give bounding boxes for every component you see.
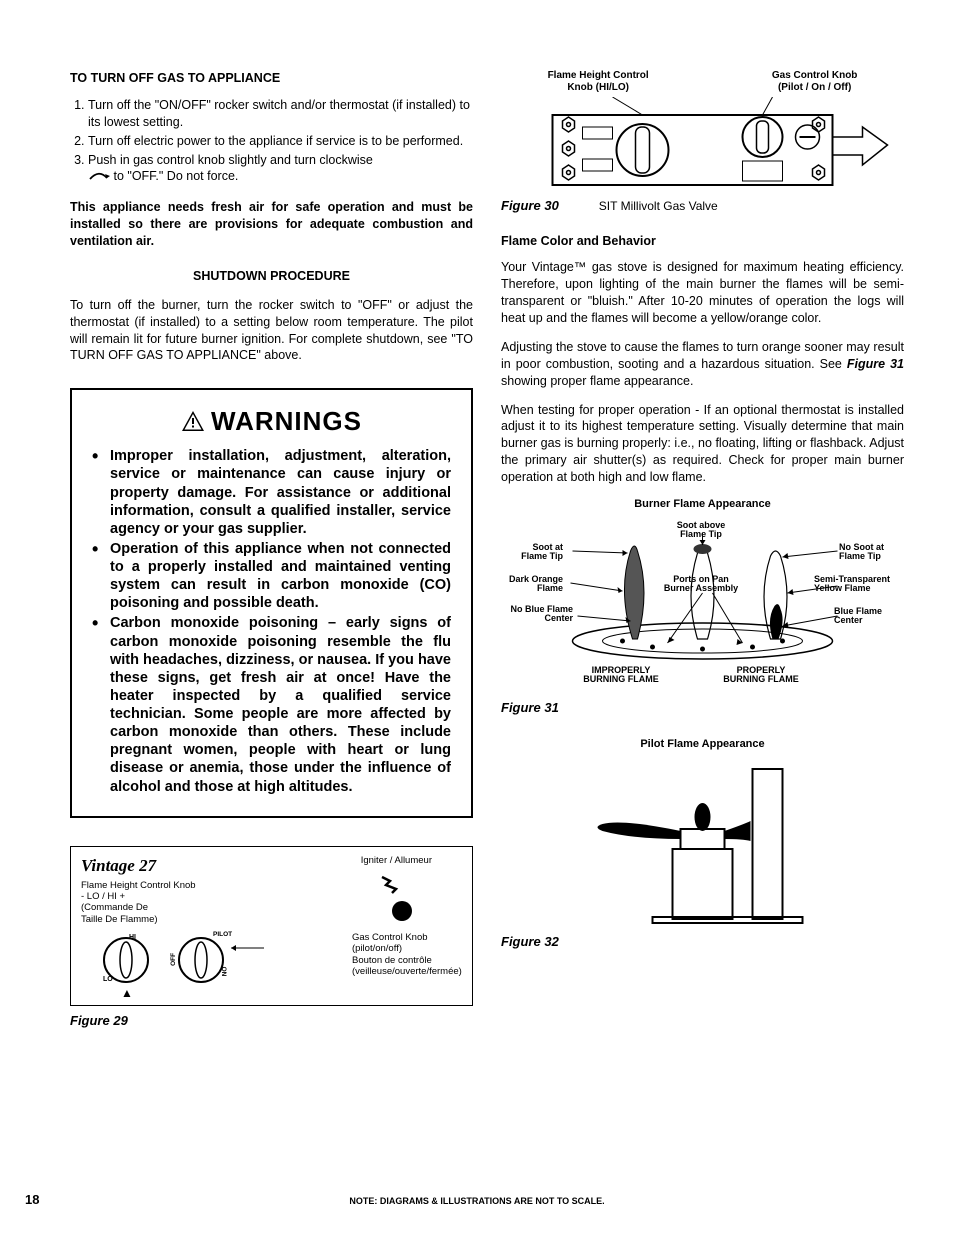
warning-item: Carbon monoxide poisoning – early signs … — [92, 614, 451, 795]
warnings-box: WARNINGS Improper installation, adjustme… — [70, 388, 473, 817]
warning-item: Improper installation, adjustment, alter… — [92, 447, 451, 538]
step-3: Push in gas control knob slightly and tu… — [88, 152, 473, 186]
figure-30-label: Figure 30 — [501, 197, 559, 215]
heading-flame-color: Flame Color and Behavior — [501, 233, 904, 250]
figure-31-diagram: Soot at Flame Tip Soot above Flame Tip N… — [501, 521, 904, 691]
fig30-right-label: Gas Control Knob (Pilot / On / Off) — [772, 70, 858, 93]
igniter-button-icon — [392, 901, 412, 921]
figure-30-caption: SIT Millivolt Gas Valve — [599, 198, 718, 214]
igniter-icon — [380, 871, 420, 895]
pointer-arrow-icon — [226, 943, 266, 953]
page-number: 18 — [25, 1191, 39, 1209]
turn-off-steps: Turn off the "ON/OFF" rocker switch and/… — [70, 97, 473, 185]
up-arrow-icon: ▲ — [121, 985, 133, 1001]
warning-item: Operation of this appliance when not con… — [92, 540, 451, 613]
flame-para-3: When testing for proper operation - If a… — [501, 402, 904, 486]
igniter-label: Igniter / Allumeur — [361, 855, 432, 866]
flame-para-1: Your Vintage™ gas stove is designed for … — [501, 259, 904, 327]
fig32-title: Pilot Flame Appearance — [501, 738, 904, 751]
figure-29-label: Figure 29 — [70, 1012, 473, 1030]
flame-para-2: Adjusting the stove to cause the flames … — [501, 339, 904, 390]
fig30-left-label: Flame Height Control Knob (HI/LO) — [548, 70, 649, 93]
figure-29-diagram: Vintage 27 Flame Height Control Knob - L… — [70, 846, 473, 1006]
gas-knob-label: Gas Control Knob (pilot/on/off) Bouton d… — [352, 932, 462, 978]
step-1: Turn off the "ON/OFF" rocker switch and/… — [88, 97, 473, 131]
figure-32-label: Figure 32 — [501, 933, 904, 951]
clockwise-arrow-icon — [88, 171, 110, 183]
fresh-air-notice: This appliance needs fresh air for safe … — [70, 199, 473, 250]
figure-31-label: Figure 31 — [501, 699, 904, 717]
shutdown-text: To turn off the burner, turn the rocker … — [70, 297, 473, 365]
fig31-title: Burner Flame Appearance — [501, 498, 904, 511]
warning-icon — [181, 410, 205, 432]
step-2: Turn off electric power to the appliance… — [88, 133, 473, 150]
figure-30-diagram — [501, 97, 904, 197]
heading-turn-off: TO TURN OFF GAS TO APPLIANCE — [70, 70, 473, 87]
figure-32-diagram — [501, 759, 904, 929]
heading-shutdown: SHUTDOWN PROCEDURE — [70, 268, 473, 285]
gas-knob-icon — [176, 935, 226, 985]
footer-note: NOTE: DIAGRAMS & ILLUSTRATIONS ARE NOT T… — [0, 1195, 954, 1207]
